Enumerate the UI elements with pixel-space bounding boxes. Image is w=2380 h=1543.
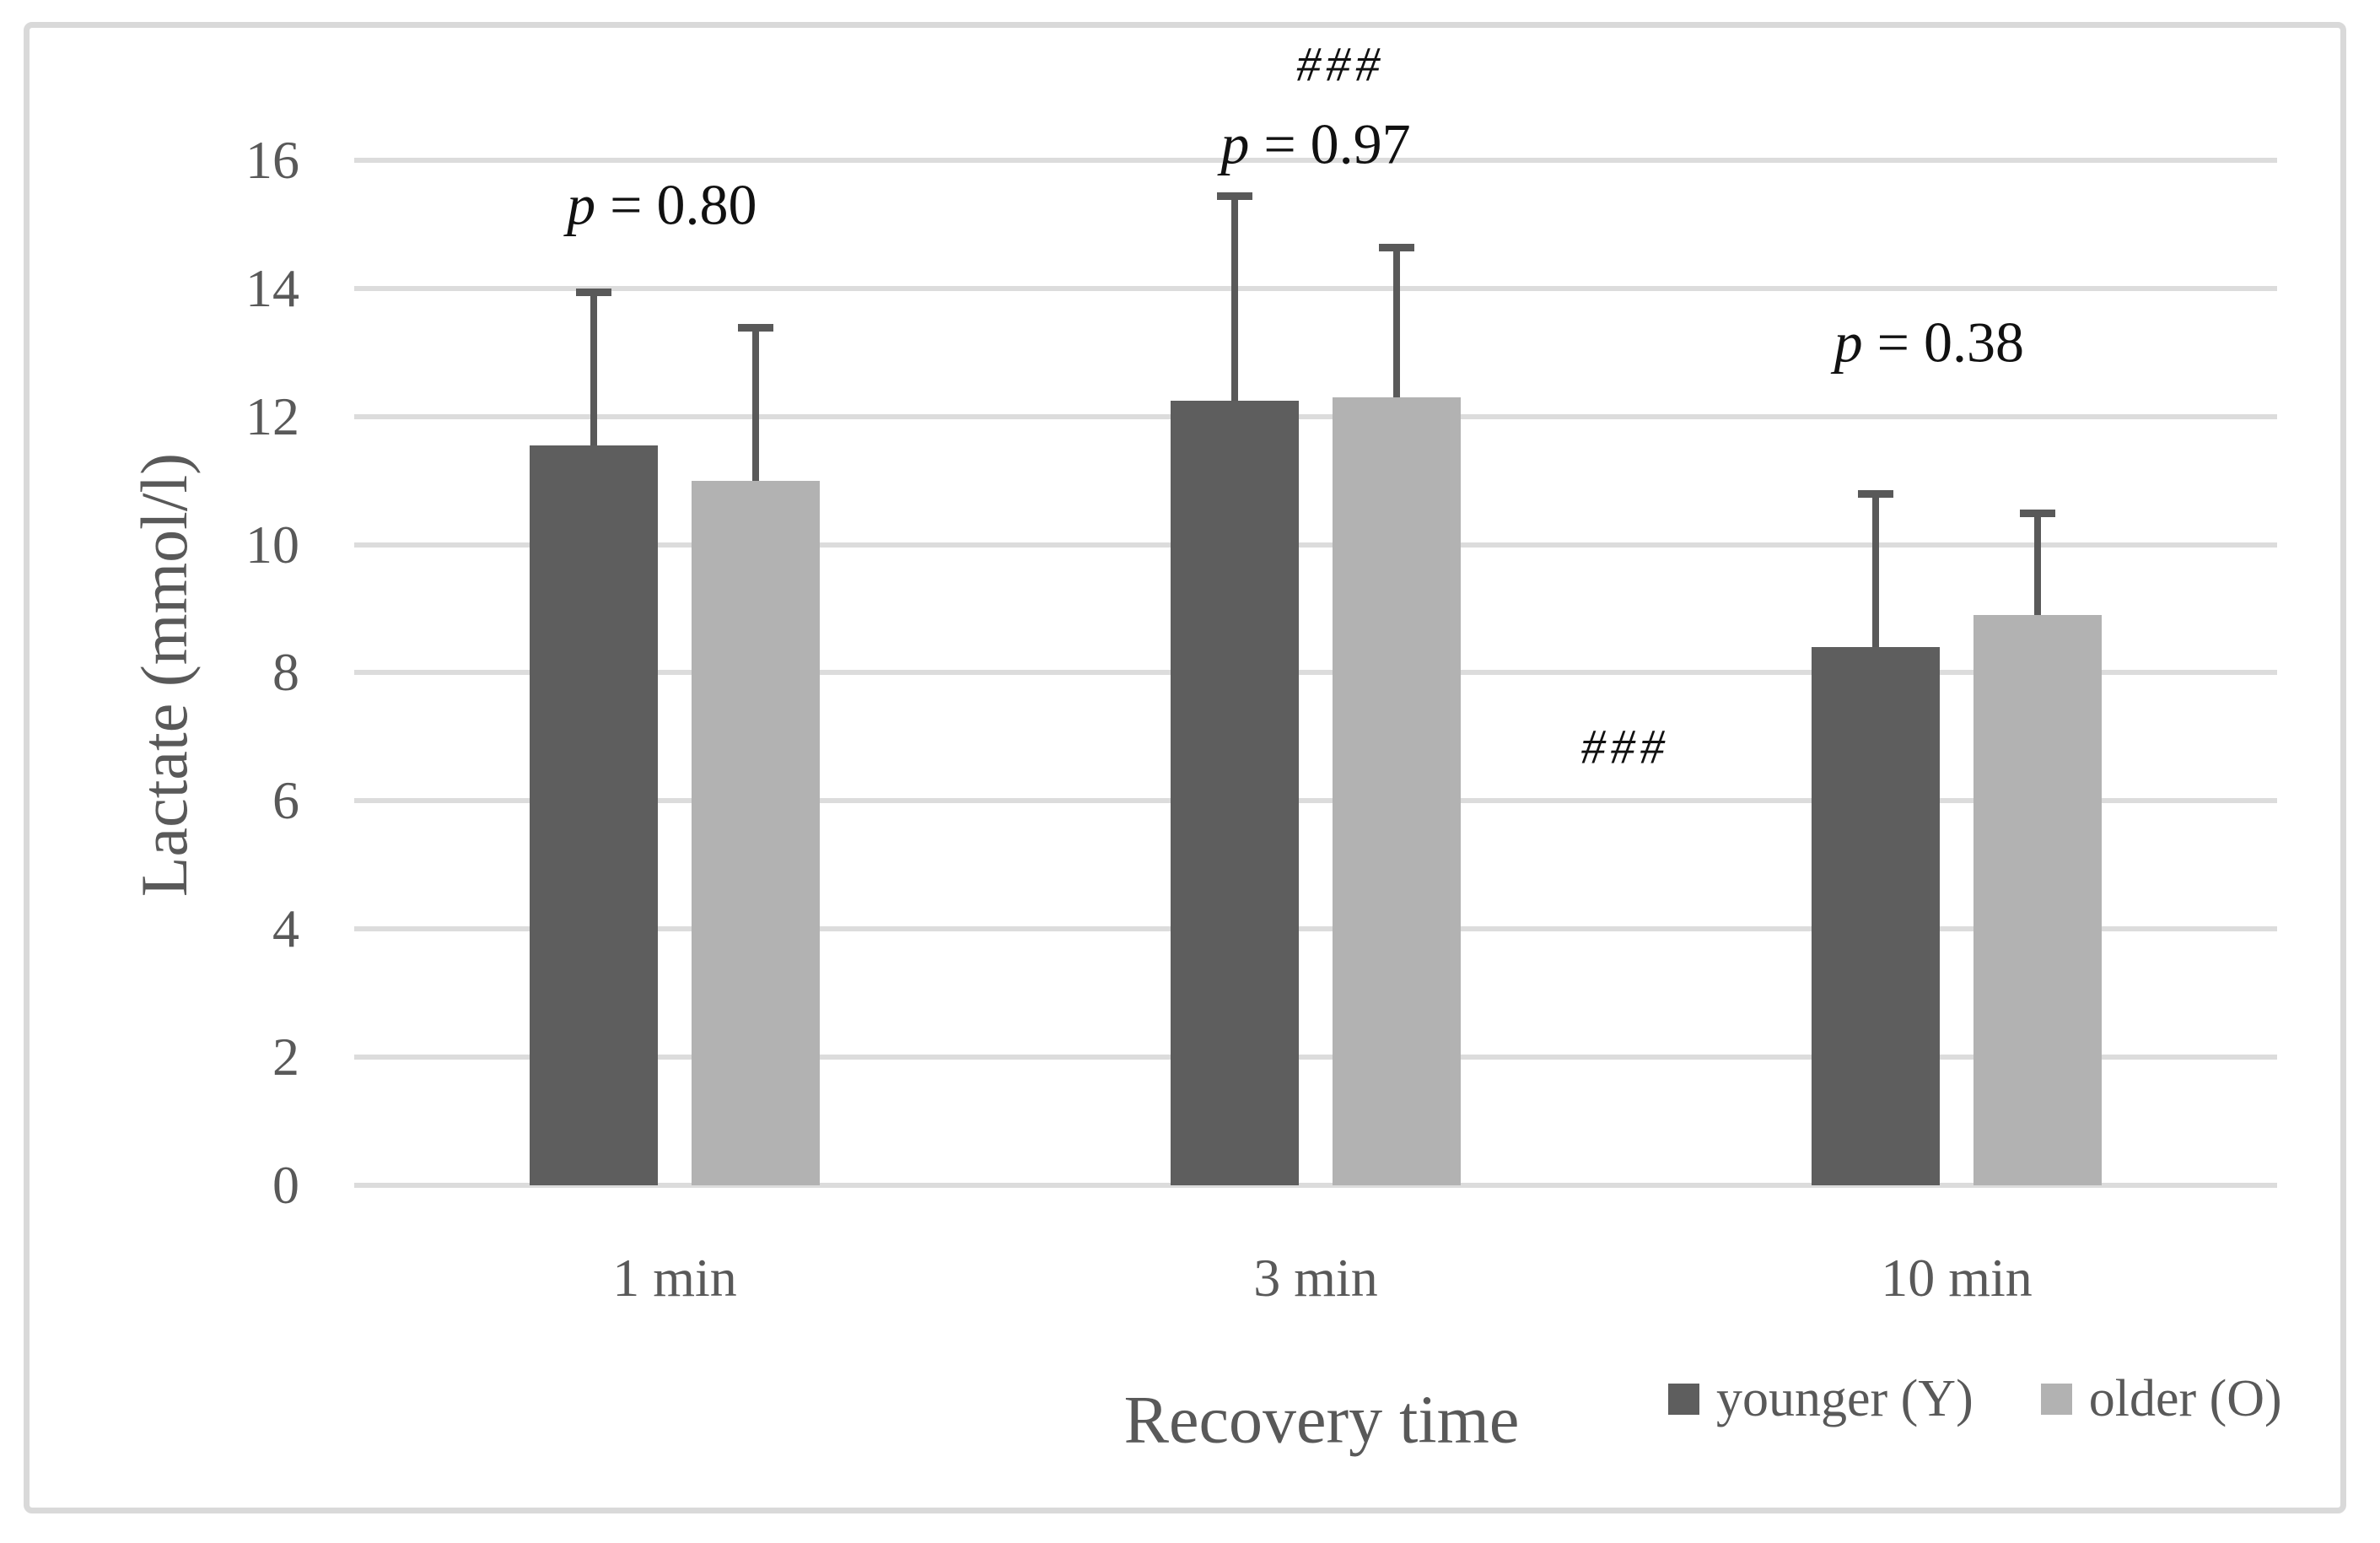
y-axis-title: Lactate (mmol/l) <box>127 452 201 898</box>
gridline-y14 <box>354 285 2277 291</box>
p-value-annotation-2: p = 0.97 <box>1220 111 1411 176</box>
bar-older-3min <box>1333 397 1461 1185</box>
legend-label-older: older (O) <box>2088 1369 2282 1427</box>
error-bar-cap <box>2020 509 2055 517</box>
p-italic: p <box>567 172 596 237</box>
error-bar-stem <box>752 323 759 481</box>
gridline-y16 <box>354 157 2277 163</box>
error-bar-stem <box>1231 192 1238 401</box>
legend-swatch-older <box>2040 1383 2072 1415</box>
p-value-annotation-0: p = 0.80 <box>567 172 757 237</box>
error-bar-stem <box>590 288 597 445</box>
error-bar-stem <box>1393 243 1400 397</box>
p-value-annotation-3: p = 0.38 <box>1833 310 2024 375</box>
p-italic: p <box>1220 111 1250 176</box>
legend-item-younger: younger (Y) <box>1668 1369 1973 1429</box>
error-bar-cap <box>1217 192 1252 200</box>
bar-younger-3min <box>1171 400 1299 1185</box>
hash-significance-marker-1: ### <box>1296 36 1386 92</box>
y-tick-label-10: 10 <box>245 514 299 575</box>
y-tick-label-12: 12 <box>245 386 299 446</box>
y-tick-label-6: 6 <box>272 770 299 831</box>
gridline-y10 <box>354 542 2277 548</box>
bar-older-1min <box>692 480 820 1185</box>
bar-older-10min <box>1973 615 2102 1185</box>
error-bar-cap <box>576 288 611 296</box>
gridline-y2 <box>354 1055 2277 1060</box>
chart-border <box>24 22 2346 1513</box>
x-axis-title: Recovery time <box>1123 1383 1520 1458</box>
legend-item-older: older (O) <box>2040 1369 2282 1429</box>
y-tick-label-2: 2 <box>272 1027 299 1087</box>
gridline-y4 <box>354 926 2277 932</box>
gridline-y6 <box>354 798 2277 804</box>
x-tick-label-10min: 10 min <box>1881 1248 2033 1308</box>
legend: younger (Y) older (O) <box>1668 1363 2282 1434</box>
gridline-y12 <box>354 413 2277 419</box>
error-bar-stem <box>1872 490 1879 648</box>
x-tick-label-1min: 1 min <box>612 1248 737 1308</box>
gridline-y8 <box>354 670 2277 676</box>
y-tick-label-16: 16 <box>245 129 299 190</box>
gridline-y0 <box>354 1183 2277 1188</box>
bar-younger-10min <box>1812 647 1940 1185</box>
hash-significance-marker-4: ### <box>1580 719 1670 774</box>
y-tick-label-14: 14 <box>245 257 299 318</box>
legend-label-younger: younger (Y) <box>1716 1369 1973 1427</box>
bar-younger-1min <box>530 445 658 1185</box>
error-bar-cap <box>738 323 773 332</box>
p-italic: p <box>1833 310 1863 375</box>
y-tick-label-8: 8 <box>272 642 299 703</box>
y-tick-label-0: 0 <box>272 1155 299 1215</box>
y-tick-label-4: 4 <box>272 898 299 959</box>
x-tick-label-3min: 3 min <box>1253 1248 1378 1308</box>
error-bar-stem <box>2034 509 2041 616</box>
error-bar-cap <box>1379 243 1414 251</box>
legend-swatch-younger <box>1668 1383 1699 1415</box>
error-bar-cap <box>1858 490 1893 499</box>
